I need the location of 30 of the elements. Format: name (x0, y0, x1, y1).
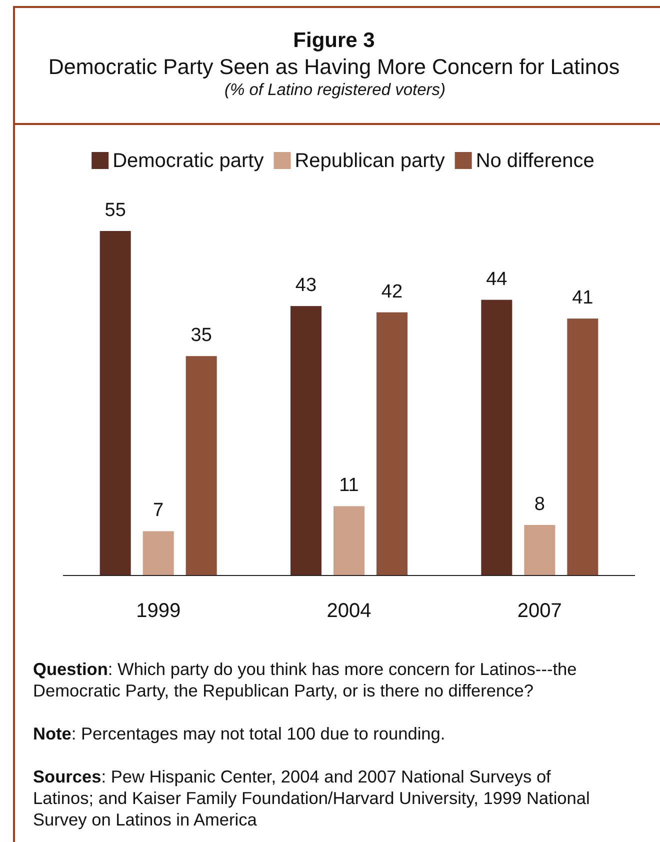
bar (100, 231, 131, 575)
data-label: 8 (534, 494, 545, 515)
legend-label: No difference (476, 150, 594, 172)
data-label: 11 (339, 475, 359, 496)
text: Question: Which party do you think has more concern for Latinos---the Democratic Party, the Republican Party, or is there no difference? (33, 659, 577, 700)
bar (142, 531, 174, 575)
data-label: 44 (486, 268, 508, 290)
bar (481, 300, 512, 575)
chart-title: Figure 3 (293, 29, 375, 52)
data-label: 35 (190, 325, 212, 346)
x-tick-label: 2007 (517, 600, 562, 622)
legend-label: Republican party (294, 150, 445, 172)
bar (334, 506, 364, 575)
text: (% of Latino registered voters) (224, 81, 446, 99)
legend-label: Democratic party (112, 150, 264, 172)
chart-subtitle: Democratic Party Seen as Having More Concern for Latinos (48, 55, 620, 79)
bar (567, 318, 598, 575)
x-tick-label: 2004 (326, 600, 372, 622)
bar (290, 306, 322, 575)
data-label: 42 (381, 281, 403, 302)
text: Sources: Pew Hispanic Center, 2004 and 2007 National Surveys of Latinos; and Kaiser Family Foundation/Harvard University, 1999 National Survey on Latinos in America (33, 766, 590, 830)
bar (524, 524, 556, 575)
data-label: 43 (295, 275, 317, 296)
bar (376, 312, 408, 575)
data-label: 41 (572, 288, 594, 309)
bar (186, 356, 217, 575)
x-tick-label: 1999 (136, 600, 181, 622)
data-label: 7 (153, 500, 164, 522)
data-label: 55 (104, 200, 126, 221)
text: Note: Percentages may not total 100 due to rounding. (33, 724, 446, 744)
